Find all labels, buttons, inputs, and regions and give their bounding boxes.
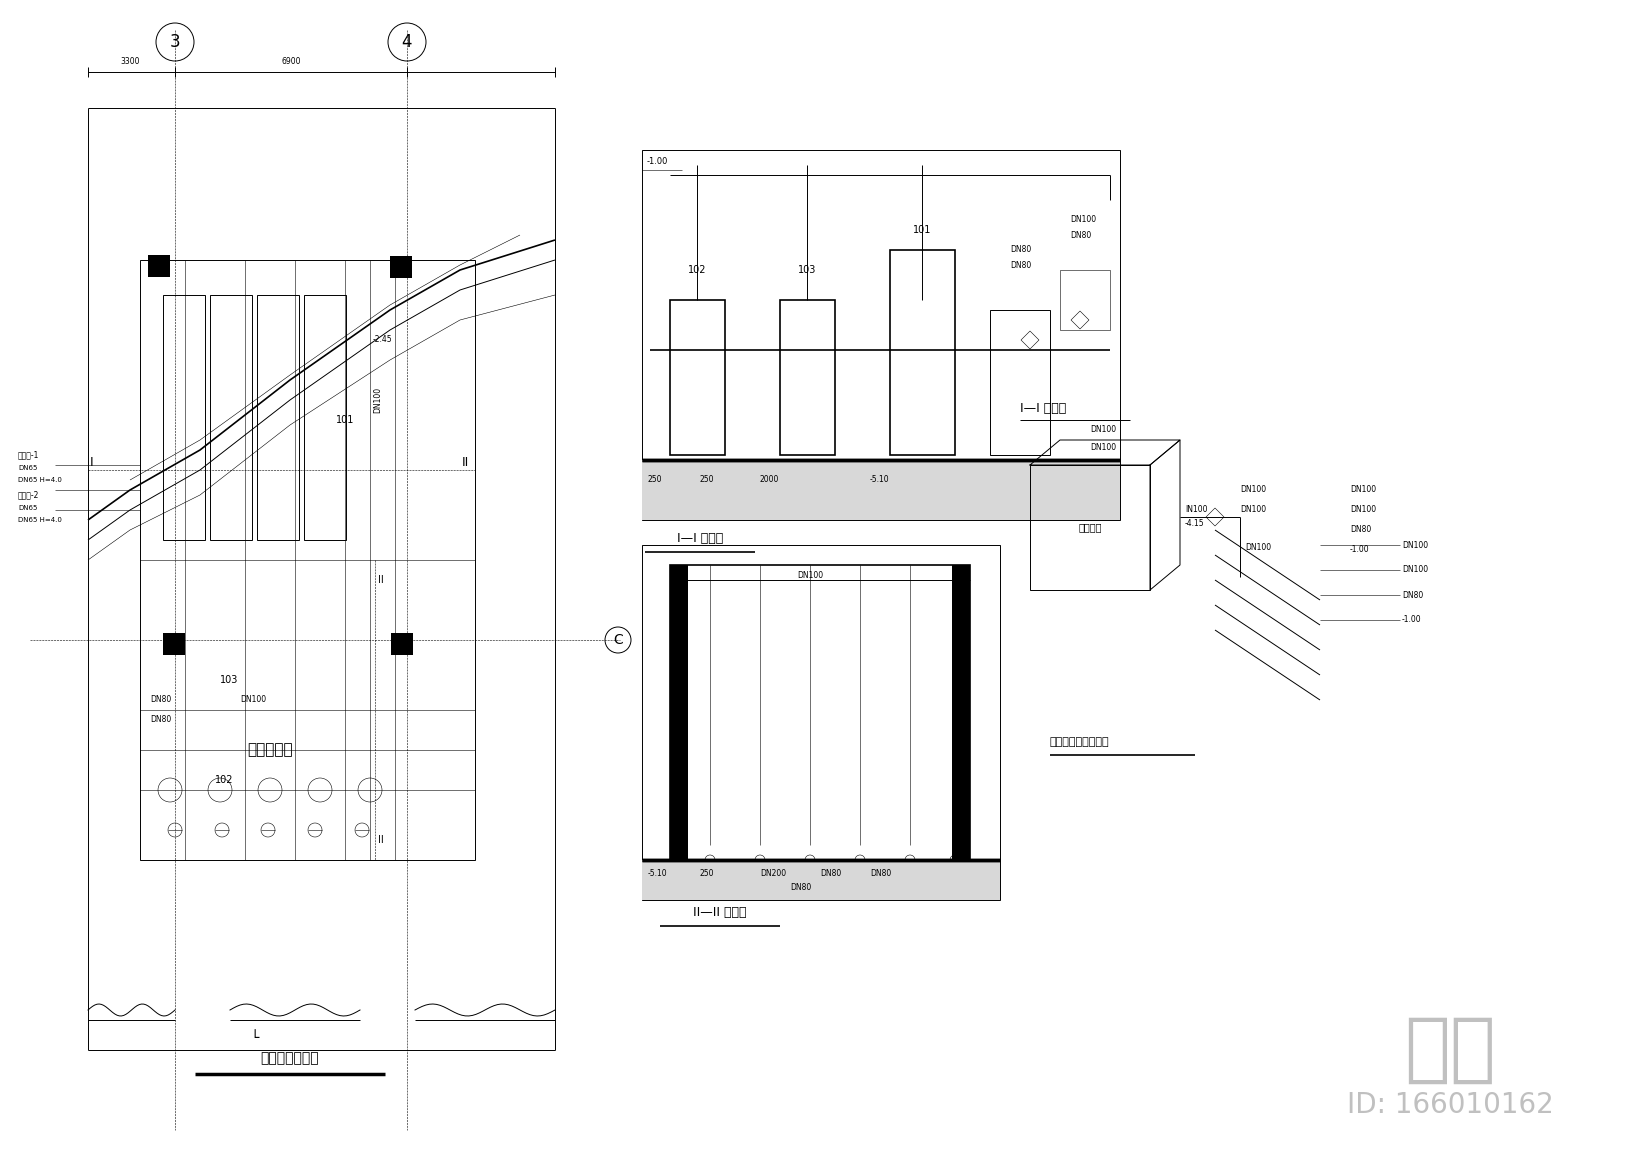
Bar [671,565,687,864]
Bar [140,260,475,860]
Text: DN65: DN65 [18,504,38,511]
Bar [1030,465,1150,589]
Text: 2000: 2000 [760,475,780,485]
Text: 3300: 3300 [120,57,140,66]
Text: DN100: DN100 [1239,486,1266,494]
Text: 250: 250 [700,868,715,877]
Bar [643,860,1000,901]
Text: II: II [377,835,384,845]
Text: 103: 103 [219,675,239,685]
Text: I—I 剪面图: I—I 剪面图 [677,531,723,544]
Text: 给水泵-2: 给水泵-2 [18,490,40,500]
Bar [890,250,954,456]
Text: DN100: DN100 [1402,565,1429,574]
Text: DN65: DN65 [18,465,38,471]
Text: ID: 166010162: ID: 166010162 [1346,1090,1554,1120]
Text: 102: 102 [214,775,234,785]
Text: DN100: DN100 [1350,506,1376,515]
Text: 3: 3 [170,33,180,51]
Text: DN100: DN100 [1350,486,1376,494]
Text: DN100: DN100 [1402,541,1429,550]
Bar [163,295,204,541]
Text: DN100: DN100 [798,571,822,579]
Bar [671,565,971,864]
Text: DN80: DN80 [1402,591,1424,600]
Text: DN200: DN200 [760,868,786,877]
Text: DN100: DN100 [1089,444,1116,452]
Text: C: C [613,633,623,647]
Text: 6900: 6900 [282,57,300,66]
Text: -5.10: -5.10 [648,868,667,877]
Text: DN100: DN100 [372,387,382,414]
Text: 102: 102 [687,264,707,275]
Text: DN100: DN100 [1239,506,1266,515]
Bar [671,301,725,456]
Text: 4: 4 [402,33,412,51]
Bar [953,565,971,864]
Text: -1.00: -1.00 [1402,615,1422,624]
Bar [303,295,346,541]
Text: DN100: DN100 [1089,425,1116,435]
Text: 101: 101 [336,415,354,425]
Text: └: └ [250,1031,259,1045]
Text: II: II [377,576,384,585]
Bar [257,295,298,541]
Bar [780,301,836,456]
Text: 生活水算: 生活水算 [1078,522,1103,532]
Text: 101: 101 [913,225,931,235]
Bar [643,545,1000,901]
Text: -5.10: -5.10 [870,475,890,485]
Text: II: II [461,456,468,468]
Text: -2.45: -2.45 [372,336,392,345]
Text: -4.15: -4.15 [1185,518,1205,528]
Text: 生活水算间详图: 生活水算间详图 [260,1051,320,1065]
Text: DN65 H=4.0: DN65 H=4.0 [18,517,63,523]
Text: DN80: DN80 [150,696,171,705]
Text: 250: 250 [700,475,715,485]
Text: 生活水泵房: 生活水泵房 [247,742,293,757]
Text: 给水泵-1: 给水泵-1 [18,451,40,459]
Text: IN100: IN100 [1185,504,1208,514]
Text: 103: 103 [798,264,816,275]
Text: DN80: DN80 [1010,261,1032,269]
Text: DN100: DN100 [1244,543,1271,551]
Text: 生活供水系统示意图: 生活供水系统示意图 [1050,737,1109,747]
Text: I—I 剪面图: I—I 剪面图 [1020,402,1066,415]
Bar [391,633,414,655]
Bar [990,310,1050,456]
Text: DN80: DN80 [1010,246,1032,254]
Bar [209,295,252,541]
Bar [643,150,1121,520]
Text: 知未: 知未 [1404,1014,1496,1087]
Bar [163,633,185,655]
Bar [1060,270,1111,330]
Text: DN80: DN80 [1070,231,1091,240]
Text: DN100: DN100 [241,696,265,705]
Text: 250: 250 [648,475,662,485]
Text: DN80: DN80 [821,868,840,877]
Text: -1.00: -1.00 [1350,545,1369,555]
Text: -1.00: -1.00 [648,157,669,167]
Bar [643,460,1121,520]
Text: DN80: DN80 [1350,525,1371,535]
Text: DN80: DN80 [789,883,811,892]
Bar [148,255,170,277]
Bar [391,256,412,278]
Text: DN80: DN80 [870,868,892,877]
Text: DN65 H=4.0: DN65 H=4.0 [18,476,63,483]
Text: II—II 剪面图: II—II 剪面图 [694,905,747,918]
Text: DN80: DN80 [150,715,171,725]
Text: DN100: DN100 [1070,216,1096,225]
Text: I: I [91,456,94,468]
